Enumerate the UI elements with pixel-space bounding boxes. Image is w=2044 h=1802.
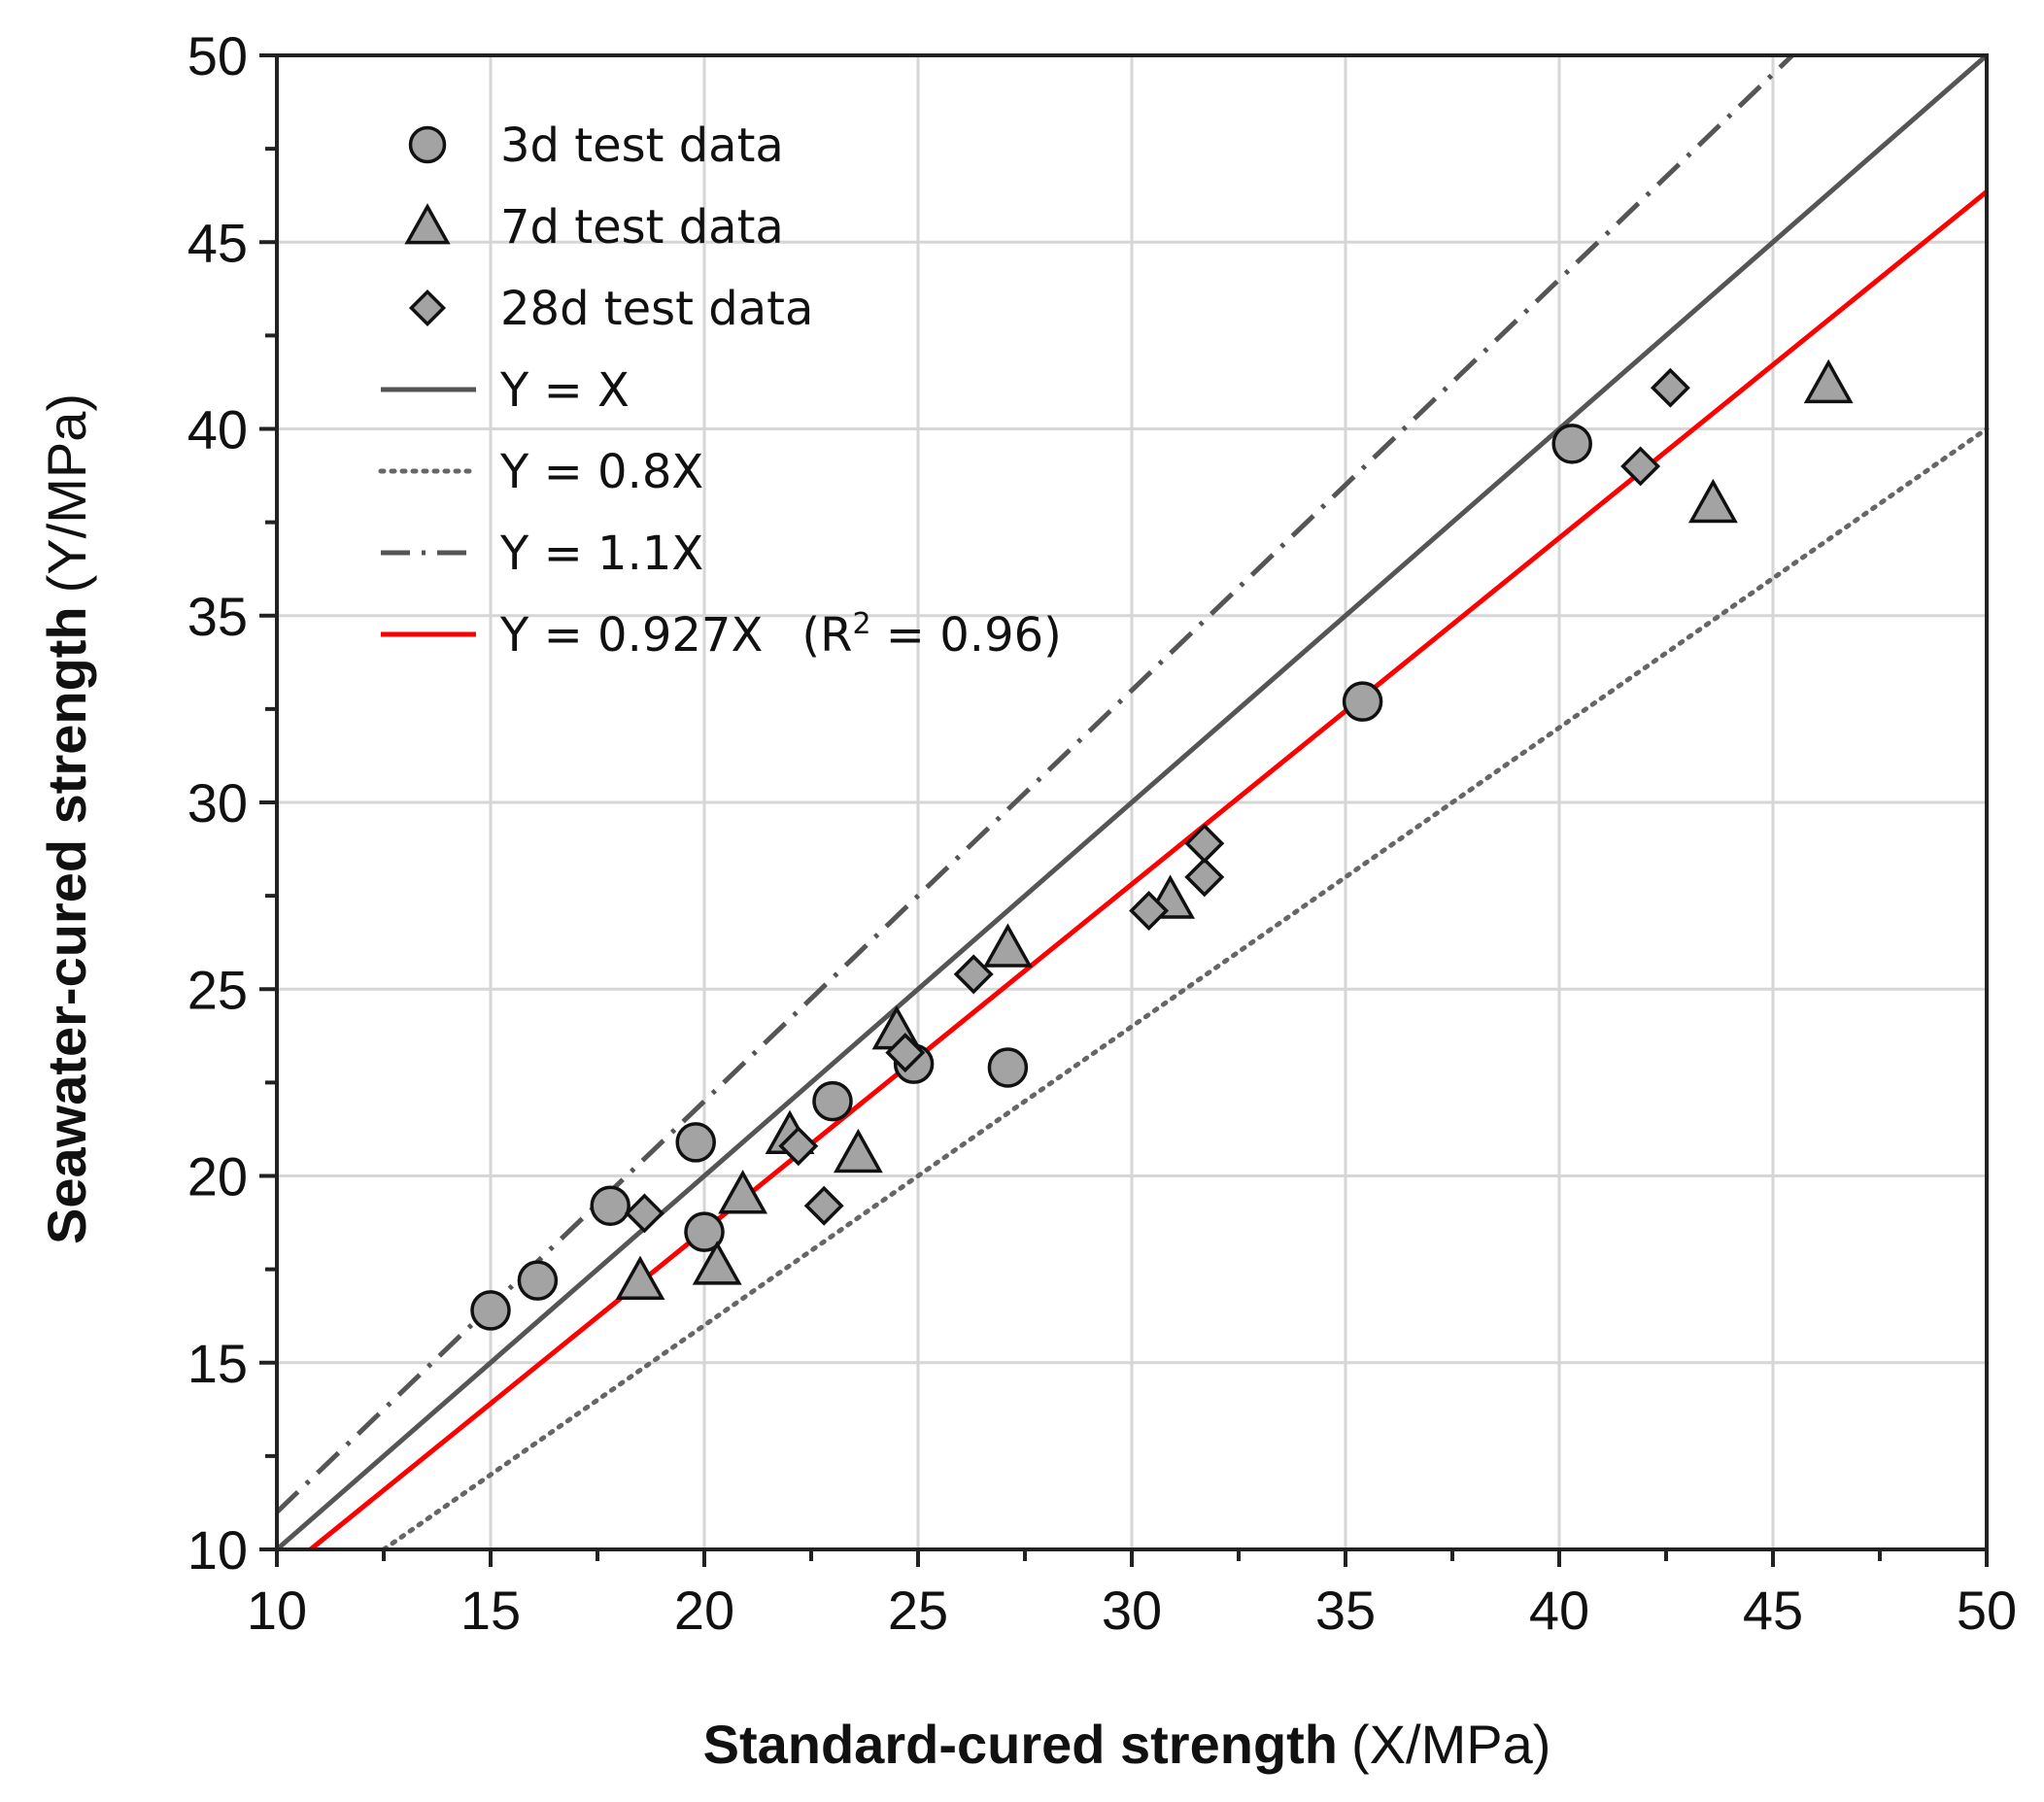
data-point-3d [1342, 681, 1383, 722]
line-y-0-927x [309, 189, 1989, 1551]
legend-label-equation: Y = X [499, 363, 630, 418]
data-point-3d [684, 1211, 725, 1252]
y-axis-label-unit: (Y/MPa) [36, 393, 97, 593]
legend-label-equation: Y = 1.1X [499, 527, 703, 581]
legend-entry: Y = 0.8X [378, 445, 703, 499]
legend-label-equation: Y = 0.927X [499, 608, 763, 663]
legend-swatch-circle [408, 125, 447, 164]
y-tick-label: 50 [187, 25, 248, 86]
y-tick-label: 20 [187, 1146, 248, 1207]
data-point-3d [517, 1260, 559, 1301]
data-point-28d [885, 1033, 926, 1073]
data-point-3d [590, 1185, 630, 1227]
legend-label: Y = 1.1X [499, 527, 703, 581]
data-point-7d [833, 1128, 883, 1173]
legend-swatch-triangle [404, 203, 451, 245]
y-tick-label: 40 [187, 399, 248, 460]
x-tick-label: 35 [1315, 1580, 1376, 1641]
legend-label: 28d test data [500, 282, 813, 336]
legend: 3d test data 7d test data 28d test data Y =… [378, 119, 1062, 663]
data-point-3d [812, 1080, 853, 1122]
data-point-28d [1650, 367, 1690, 408]
data-point-28d [1129, 891, 1170, 931]
x-axis-label: Standard-cured strength (X/MPa) [703, 1714, 1551, 1775]
data-point-28d [624, 1193, 664, 1234]
y-axis-label-bold: Seawater-cured strength [36, 606, 97, 1244]
legend-r2-value: = 0.96) [871, 608, 1062, 663]
data-point-7d [982, 923, 1033, 968]
legend-label: Y = 0.8X [499, 445, 703, 499]
y-axis-label: Seawater-cured strength (Y/MPa) [36, 393, 97, 1244]
y-tick-label: 10 [187, 1519, 248, 1581]
x-axis-label-unit: (X/MPa) [1351, 1714, 1550, 1775]
y-tick-label: 45 [187, 212, 248, 273]
legend-entry: 7d test data [404, 200, 784, 255]
y-tick-label: 25 [187, 959, 248, 1020]
x-tick-label: 10 [247, 1580, 307, 1641]
x-tick-label: 45 [1743, 1580, 1803, 1641]
legend-r2-superscript: 2 [852, 607, 870, 641]
data-point-7d [1803, 358, 1854, 404]
y-tick-label: 15 [187, 1333, 248, 1394]
data-point-7d [692, 1241, 742, 1285]
legend-entry: 28d test data [408, 282, 813, 336]
legend-label-equation: Y = 0.8X [499, 445, 703, 499]
data-point-7d [1687, 478, 1738, 524]
y-tick-label: 30 [187, 772, 248, 833]
data-points [470, 358, 1854, 1331]
x-tick-label: 20 [674, 1580, 734, 1641]
data-point-28d [1184, 857, 1225, 898]
data-point-28d [1620, 446, 1661, 487]
x-tick-label: 15 [460, 1580, 521, 1641]
legend-entry: Y = X [381, 363, 630, 418]
x-tick-label: 40 [1529, 1580, 1589, 1641]
data-point-28d [778, 1126, 819, 1167]
legend-entry: 3d test data [408, 119, 784, 173]
line-y-1-1x [275, 53, 1794, 1514]
axis-ticks [259, 53, 1989, 1567]
legend-entry: Y = 0.927X (R2 = 0.96) [381, 607, 1062, 663]
legend-label: 3d test data [500, 119, 784, 173]
legend-swatch-diamond [408, 289, 447, 327]
x-tick-label: 25 [888, 1580, 948, 1641]
data-point-3d [987, 1047, 1029, 1088]
data-point-28d [803, 1185, 844, 1226]
data-point-3d [470, 1290, 511, 1331]
line-y-x [275, 53, 1989, 1551]
data-point-28d [953, 954, 994, 995]
x-tick-label: 50 [1957, 1580, 2017, 1641]
x-tick-labels: 10 15 20 25 30 35 40 45 50 [247, 1580, 2017, 1641]
legend-label: Y = X [499, 363, 630, 418]
legend-r2-prefix: (R [801, 608, 852, 663]
y-tick-label: 35 [187, 586, 248, 647]
data-point-3d [675, 1122, 716, 1163]
y-tick-labels: 10 15 20 25 30 35 40 45 50 [187, 25, 248, 1581]
data-point-28d [1184, 823, 1225, 864]
data-point-3d [1551, 424, 1592, 464]
legend-entry: Y = 1.1X [381, 527, 703, 581]
data-point-7d [718, 1170, 768, 1214]
data-point-7d [615, 1255, 665, 1300]
x-tick-label: 30 [1102, 1580, 1162, 1641]
legend-label: 7d test data [500, 200, 784, 255]
x-axis-label-bold: Standard-cured strength [703, 1714, 1338, 1775]
legend-label: Y = 0.927X (R2 = 0.96) [499, 607, 1062, 663]
